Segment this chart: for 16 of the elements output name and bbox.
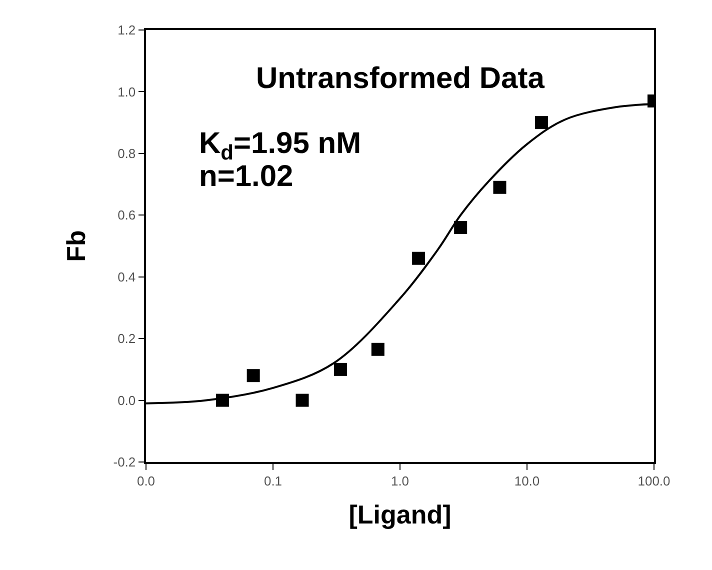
y-axis-title: Fb [61, 230, 92, 262]
x-tick-label: 10.0 [514, 473, 540, 488]
y-tick-label: 0.6 [118, 208, 136, 223]
x-tick-label: 0.1 [264, 473, 282, 488]
x-tick-label: 100.0 [638, 473, 670, 488]
y-tick-label: 0.4 [118, 269, 136, 284]
y-tick-label: 0.2 [118, 331, 136, 346]
y-tick-label: -0.2 [113, 454, 136, 470]
y-tick-label: 0.0 [118, 392, 136, 408]
y-tick-label: 1.0 [118, 84, 136, 100]
x-axis-title: [Ligand] [348, 500, 452, 530]
annotation: Untransformed Data [256, 62, 545, 95]
x-tick-label: 0.0 [136, 473, 156, 488]
y-tick-label: 1.2 [118, 22, 136, 38]
x-tick-label: 1.0 [390, 473, 410, 488]
y-tick-label: 0.8 [118, 146, 136, 161]
